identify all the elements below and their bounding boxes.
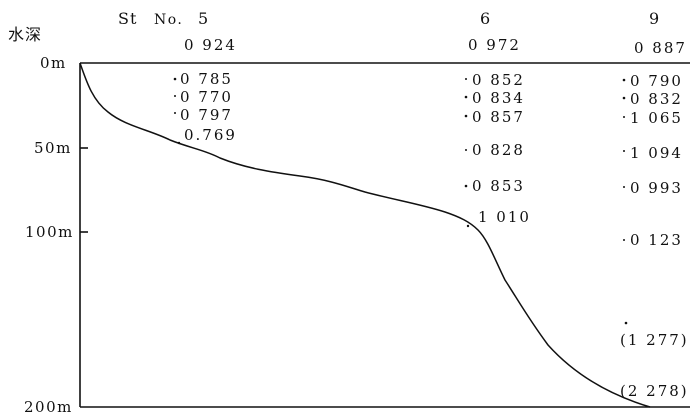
station-5-value: 0 785 [180, 70, 233, 88]
depth-tick-100m: 100m [25, 223, 74, 241]
station-6-sample-dot [466, 224, 470, 228]
depth-tick-50m: 50m [34, 139, 72, 157]
station-6-label: 6 [480, 9, 491, 28]
station-9-label: 9 [649, 9, 660, 28]
station-5-value: 0 797 [180, 106, 233, 124]
station-5-sample-dot [174, 95, 176, 97]
station-6-value: 0 828 [472, 141, 525, 159]
station-6-surface-value: 0 972 [468, 36, 521, 54]
station-9-value: (1 277) [620, 331, 689, 349]
station-6-sample-dot [464, 95, 468, 99]
station-6-value: 0 852 [472, 71, 525, 89]
station-6-sample-dot [464, 114, 468, 118]
station-5-sample-dot [173, 77, 177, 81]
station-9-value: 1 065 [630, 109, 683, 127]
bottom-profile-curve [79, 62, 651, 408]
depth-tick-200m: 200m [24, 398, 73, 413]
station-9-value: (2 278) [620, 382, 689, 400]
station-9-value: 0 123 [630, 231, 683, 249]
station-9-surface-value: 0 887 [634, 39, 687, 57]
station-9-value: 0 832 [630, 90, 683, 108]
station-9-sample-dot [623, 239, 625, 241]
station-5-sample-dot [174, 112, 176, 114]
station-9-value: 0 993 [630, 179, 683, 197]
station-6-value: 0 834 [472, 89, 525, 107]
station-6-value: 1 010 [478, 208, 531, 226]
station-9-value: 0 790 [630, 72, 683, 90]
station-6-sample-dot [465, 78, 467, 80]
depth-axis-title: 水深 [8, 25, 42, 44]
station-9-sample-dot [623, 186, 625, 188]
station-9-sample-dot [622, 78, 626, 82]
depth-tick-0m: 0m [40, 54, 67, 72]
station-6-value: 0 857 [472, 108, 525, 126]
station-9-sample-dot [623, 116, 625, 118]
station-6-sample-dot [465, 149, 467, 151]
station-5-surface-value: 0 924 [184, 36, 237, 54]
station-prefix: St [118, 9, 137, 28]
station-5-value: 0.769 [184, 126, 237, 144]
station-9-sample-dot [623, 150, 625, 152]
station-no-label: No. [154, 12, 183, 28]
station-5-value: 0 770 [180, 88, 233, 106]
station-6-value: 0 853 [472, 177, 525, 195]
station-9-sample-dot [622, 96, 626, 100]
station-9-sample-dot [624, 321, 628, 325]
station-6-sample-dot [464, 184, 468, 188]
station-5-label: 5 [198, 9, 209, 28]
station-9-value: 1 094 [630, 144, 683, 162]
station-5-sample-dot [177, 141, 181, 145]
